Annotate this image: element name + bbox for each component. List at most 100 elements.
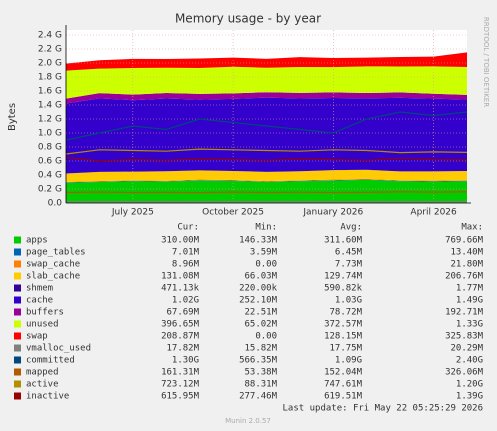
- area: [66, 97, 467, 174]
- legend-label: shmem: [26, 284, 53, 294]
- legend-value: 615.95M: [161, 392, 200, 402]
- legend-value: 723.12M: [161, 380, 200, 390]
- legend-value: 146.33M: [239, 236, 278, 246]
- legend-value: 22.51M: [244, 308, 277, 318]
- legend-header: Min:: [255, 223, 277, 233]
- legend-value: 220.00k: [239, 284, 278, 294]
- legend-swatch: [14, 332, 21, 340]
- legend-value: 396.65M: [161, 320, 200, 330]
- legend-label: page_tables: [26, 248, 86, 258]
- line: [65, 191, 468, 194]
- legend-value: 1.02G: [172, 296, 199, 306]
- legend-label: slab_cache: [26, 272, 80, 282]
- legend-swatch: [14, 368, 21, 376]
- legend-swatch: [14, 356, 21, 364]
- legend-swatch: [14, 296, 21, 304]
- legend-value: 208.87M: [161, 332, 200, 342]
- x-tick-label: July 2025: [111, 208, 154, 218]
- legend-label: inactive: [26, 392, 69, 402]
- y-tick-label: 1.8 G: [38, 73, 62, 83]
- legend-value: 206.76M: [445, 272, 484, 282]
- area: [66, 92, 467, 104]
- legend-value: 6.45M: [335, 248, 363, 258]
- legend-value: 325.83M: [445, 332, 484, 342]
- legend-value: 471.13k: [161, 284, 200, 294]
- legend-value: 277.46M: [239, 392, 278, 402]
- legend-swatch: [14, 272, 21, 280]
- legend-label: active: [26, 380, 59, 390]
- legend-value: 129.74M: [324, 272, 363, 282]
- area: [66, 52, 467, 71]
- legend-swatch: [14, 344, 21, 352]
- area: [66, 178, 467, 183]
- y-tick-label: 1.6 G: [38, 87, 62, 97]
- legend-value: 1.49G: [456, 296, 483, 306]
- legend-value: 326.06M: [445, 368, 484, 378]
- legend-value: 619.51M: [324, 392, 363, 402]
- legend-label: buffers: [26, 308, 64, 318]
- legend-value: 7.73M: [335, 260, 363, 270]
- legend-value: 372.57M: [324, 320, 363, 330]
- y-tick-label: 2.0 G: [38, 59, 62, 69]
- y-tick-label: 1.0 G: [38, 129, 62, 139]
- legend-value: 67.69M: [166, 308, 199, 318]
- legend-value: 17.82M: [166, 344, 199, 354]
- legend-label: mapped: [26, 368, 59, 378]
- side-label: RRDTOOL / TOBI OETIKER: [482, 17, 490, 107]
- legend-value: 21.80M: [450, 260, 483, 270]
- legend-value: 66.03M: [244, 272, 277, 282]
- legend-swatch: [14, 260, 21, 268]
- legend-value: 310.00M: [161, 236, 200, 246]
- y-tick-label: 0.2 G: [38, 185, 62, 195]
- x-tick-label: January 2026: [302, 208, 363, 218]
- legend-swatch: [14, 284, 21, 292]
- legend-label: swap_cache: [26, 260, 80, 270]
- legend-value: 0.00: [255, 260, 277, 270]
- legend-value: 1.03G: [335, 296, 362, 306]
- legend-header: Avg:: [340, 223, 362, 233]
- legend-value: 15.82M: [244, 344, 277, 354]
- legend-value: 88.31M: [244, 380, 277, 390]
- y-tick-label: 2.4 G: [38, 31, 62, 41]
- legend-label: apps: [26, 236, 48, 246]
- y-axis-label: Bytes: [7, 103, 18, 131]
- x-tick-label: October 2025: [202, 208, 264, 218]
- y-tick-label: 0.8 G: [38, 143, 62, 153]
- legend-value: 747.61M: [324, 380, 363, 390]
- legend-value: 13.40M: [450, 248, 483, 258]
- version: Munin 2.0.57: [225, 417, 271, 425]
- legend-label: swap: [26, 332, 48, 342]
- legend-value: 1.39G: [456, 392, 483, 402]
- legend-value: 78.72M: [329, 308, 362, 318]
- legend-swatch: [14, 392, 21, 400]
- line: [65, 148, 468, 155]
- legend-swatch: [14, 320, 21, 328]
- y-tick-label: 0.6 G: [38, 157, 62, 167]
- legend-value: 53.38M: [244, 368, 277, 378]
- legend-swatch: [14, 380, 21, 388]
- legend-value: 252.10M: [239, 296, 278, 306]
- legend-value: 2.40G: [456, 356, 483, 366]
- legend-value: 8.96M: [172, 260, 200, 270]
- y-tick-label: 0.4 G: [38, 171, 62, 181]
- line: [65, 111, 468, 141]
- chart-title: Memory usage - by year: [175, 12, 321, 26]
- legend-value: 1.33G: [456, 320, 483, 330]
- legend-value: 7.01M: [172, 248, 200, 258]
- legend-label: vmalloc_used: [26, 344, 91, 354]
- footer: Last update: Fri May 22 05:25:29 2026: [283, 404, 483, 414]
- line: [65, 156, 468, 162]
- legend-value: 1.20G: [456, 380, 483, 390]
- y-tick-label: 2.2 G: [38, 45, 62, 55]
- legend-swatch: [14, 236, 21, 244]
- y-tick-label: 1.2 G: [38, 115, 62, 125]
- legend-value: 311.60M: [324, 236, 363, 246]
- legend-header: Cur:: [177, 223, 199, 233]
- legend-value: 152.04M: [324, 368, 363, 378]
- legend-label: cache: [26, 296, 53, 306]
- legend-value: 566.35M: [239, 356, 278, 366]
- area: [66, 179, 467, 203]
- legend-value: 1.09G: [335, 356, 362, 366]
- legend-value: 20.29M: [450, 344, 483, 354]
